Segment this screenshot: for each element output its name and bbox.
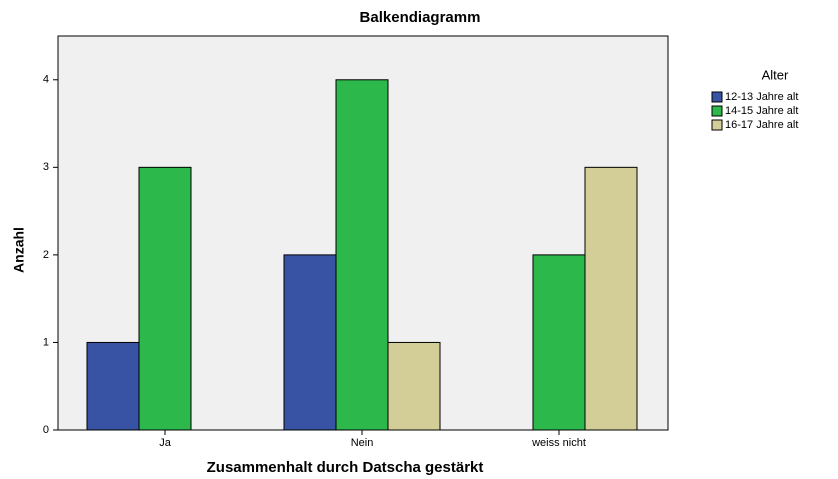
legend-title: Alter <box>762 67 789 82</box>
y-tick-label: 2 <box>43 249 49 261</box>
bar <box>584 166 638 431</box>
x-tick-label: weiss nicht <box>531 437 586 449</box>
legend-swatch <box>711 91 723 103</box>
bar <box>138 166 192 431</box>
y-tick-label: 3 <box>43 161 49 173</box>
y-axis-title: Anzahl <box>11 227 27 273</box>
bar <box>86 341 140 431</box>
x-tick-label: Nein <box>351 437 374 449</box>
x-tick-label: Ja <box>159 437 172 449</box>
legend-label: 14-15 Jahre alt <box>725 105 798 117</box>
legend-swatch <box>711 105 723 117</box>
bar <box>387 341 441 431</box>
y-tick-label: 4 <box>43 74 49 86</box>
bar <box>335 79 389 431</box>
legend-label: 16-17 Jahre alt <box>725 119 798 131</box>
y-tick-label: 0 <box>43 424 49 436</box>
legend-label: 12-13 Jahre alt <box>725 91 798 103</box>
bar <box>283 254 337 431</box>
bar <box>532 254 586 431</box>
y-tick-label: 1 <box>43 336 49 348</box>
legend-swatch <box>711 119 723 131</box>
chart-title: Balkendiagramm <box>360 9 481 26</box>
x-axis-title: Zusammenhalt durch Datscha gestärkt <box>207 459 484 476</box>
